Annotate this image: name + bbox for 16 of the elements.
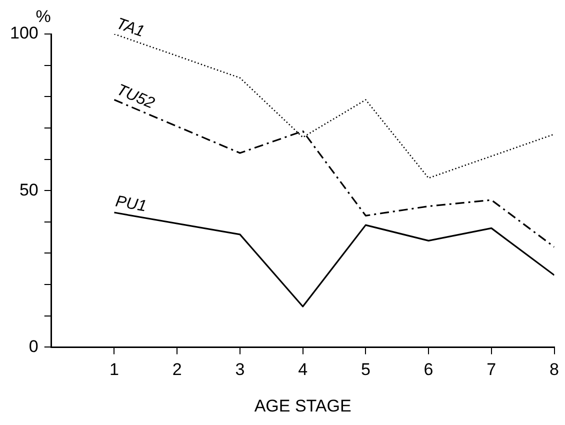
x-tick-label: 2 <box>172 360 182 380</box>
x-tick-label: 6 <box>424 360 434 380</box>
x-tick-label: 1 <box>109 360 119 380</box>
text: TA1 <box>114 15 146 41</box>
text: TU52 <box>114 82 157 112</box>
x-tick-label: 8 <box>550 360 560 380</box>
text: PU1 <box>114 193 148 216</box>
x-tick-label: 5 <box>360 360 370 380</box>
y-tick-label: 50 <box>19 180 38 200</box>
x-tick-label: 3 <box>235 360 245 380</box>
x-tick-label: 4 <box>298 360 308 380</box>
y-tick-label: 100 <box>10 24 38 43</box>
x-tick-label: 7 <box>486 360 496 380</box>
x-axis-title: AGE STAGE <box>254 396 352 416</box>
y-tick-label: 0 <box>28 336 38 356</box>
y-axis-title: % <box>36 7 51 26</box>
